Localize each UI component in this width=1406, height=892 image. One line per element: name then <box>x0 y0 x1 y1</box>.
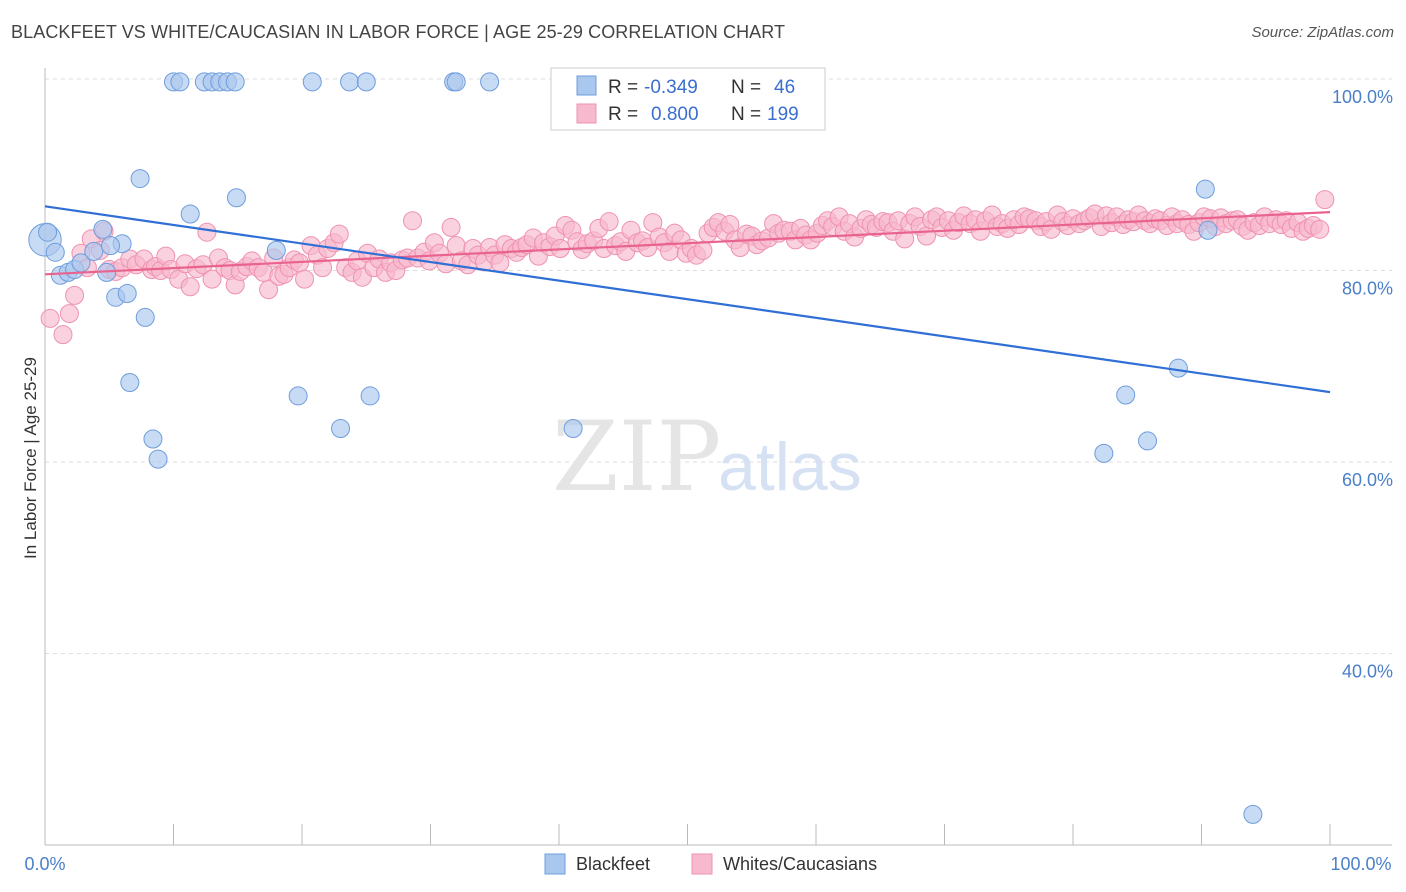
blackfeet-point-32 <box>360 386 380 406</box>
whites-point-3 <box>65 285 85 305</box>
blackfeet-point-19 <box>180 204 200 224</box>
blackfeet-point-25 <box>226 188 246 208</box>
y-tick-label-0: 100.0% <box>1332 87 1393 107</box>
blackfeet-point-14 <box>135 307 155 327</box>
y-axis-label: In Labor Force | Age 25-29 <box>21 357 40 559</box>
legend-swatch-whites <box>576 103 597 124</box>
whites-point-46 <box>313 258 333 278</box>
y-tick-label-1: 80.0% <box>1342 279 1393 299</box>
whites-point-115 <box>693 240 713 260</box>
whites-point-22 <box>180 277 200 297</box>
x-ticks <box>44 824 1331 845</box>
blackfeet-point-12 <box>120 373 140 393</box>
legend-n-value-2: 199 <box>767 104 799 125</box>
bottom-legend-label-blackfeet: Blackfeet <box>576 854 650 874</box>
blackfeet-point-34 <box>446 72 466 92</box>
blackfeet-point-43 <box>1243 804 1263 824</box>
legend-frame <box>550 67 826 131</box>
legend-n-label-1: N = <box>731 77 761 98</box>
legend-swatch-blackfeet <box>576 75 597 96</box>
blackfeet-point-38 <box>1116 385 1136 405</box>
blackfeet-point-15 <box>143 429 163 449</box>
whites-point-36 <box>259 280 279 300</box>
whites-point-49 <box>329 224 349 244</box>
blackfeet-point-41 <box>1195 179 1215 199</box>
blackfeet-point-16 <box>148 449 168 469</box>
blackfeet-point-18 <box>170 72 190 92</box>
blackfeet-point-11 <box>117 283 137 303</box>
blackfeet-point-27 <box>288 386 308 406</box>
blackfeet-point-44 <box>38 222 58 242</box>
bottom-legend-swatch-whites <box>691 853 713 875</box>
legend-r-value-1: -0.349 <box>644 77 698 98</box>
blackfeet-point-31 <box>356 72 376 92</box>
blackfeet-point-37 <box>1094 443 1114 463</box>
whites-point-0 <box>40 308 60 328</box>
trend-line-blackfeet <box>44 205 1331 394</box>
blackfeet-point-39 <box>1138 431 1158 451</box>
blackfeet-point-30 <box>340 72 360 92</box>
legend-r-label-2: R = <box>608 104 638 125</box>
whites-point-98 <box>599 212 619 232</box>
series-whites-points <box>40 190 1335 345</box>
blackfeet-point-1 <box>45 242 65 262</box>
bottom-legend-label-whites: Whites/Caucasians <box>723 854 877 874</box>
blackfeet-point-7 <box>93 219 113 239</box>
y-tick-label-3: 40.0% <box>1342 662 1393 682</box>
blackfeet-point-36 <box>563 418 583 438</box>
bottom-legend: Blackfeet Whites/Caucasians <box>544 853 877 875</box>
legend-n-label-2: N = <box>731 104 761 125</box>
whites-point-43 <box>295 269 315 289</box>
blackfeet-point-45 <box>101 236 121 256</box>
whites-point-229 <box>1315 190 1335 210</box>
watermark-atlas: atlas <box>718 429 862 505</box>
y-tick-labels: 100.0% 80.0% 60.0% 40.0% <box>1332 87 1393 682</box>
whites-point-2 <box>59 304 79 324</box>
trend-line-whites <box>44 210 1331 276</box>
y-tick-label-2: 60.0% <box>1342 470 1393 490</box>
whites-point-62 <box>403 211 423 231</box>
axis-group <box>44 68 1392 846</box>
watermark-zip: ZIP <box>552 401 721 513</box>
x-tick-label-min: 0.0% <box>24 854 65 874</box>
blackfeet-point-6 <box>84 241 104 261</box>
whites-point-69 <box>441 217 461 237</box>
blackfeet-point-35 <box>480 72 500 92</box>
watermark: ZIP atlas <box>552 401 862 513</box>
gridlines <box>45 78 1392 654</box>
blackfeet-point-42 <box>1198 220 1218 240</box>
source-label: Source: ZipAtlas.com <box>1251 24 1394 41</box>
whites-point-1 <box>53 325 73 345</box>
legend-n-value-1: 46 <box>774 77 795 98</box>
whites-point-78 <box>490 253 510 273</box>
bottom-legend-swatch-blackfeet <box>544 853 566 875</box>
blackfeet-point-13 <box>130 169 150 189</box>
legend-r-value-2: 0.800 <box>651 104 699 125</box>
chart-title: BLACKFEET VS WHITE/CAUCASIAN IN LABOR FO… <box>11 22 786 42</box>
legend-r-label-1: R = <box>608 77 638 98</box>
whites-point-25 <box>197 222 217 242</box>
whites-point-228 <box>1310 219 1330 239</box>
blackfeet-point-29 <box>331 418 351 438</box>
blackfeet-point-28 <box>302 72 322 92</box>
series-blackfeet-points <box>28 72 1263 824</box>
legend-box: R = -0.349 N = 46 R = 0.800 N = 199 <box>550 67 826 131</box>
whites-point-26 <box>202 269 222 289</box>
x-tick-label-max: 100.0% <box>1330 854 1391 874</box>
blackfeet-point-26 <box>266 240 286 260</box>
blackfeet-point-24 <box>225 72 245 92</box>
